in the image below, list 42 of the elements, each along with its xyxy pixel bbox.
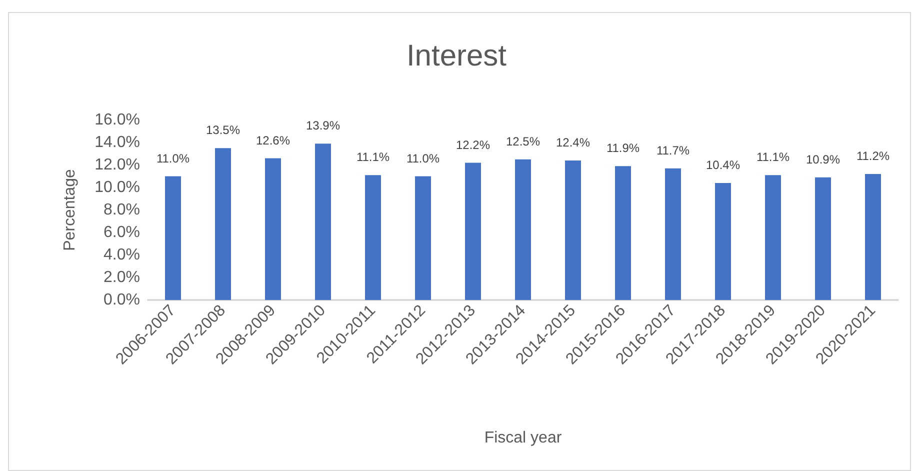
bar bbox=[365, 175, 381, 300]
data-label: 11.0% bbox=[406, 151, 440, 166]
y-tick-label: 2.0% bbox=[104, 269, 140, 286]
x-axis-title: Fiscal year bbox=[484, 430, 562, 446]
bar bbox=[465, 162, 481, 300]
bar bbox=[215, 148, 231, 300]
bar bbox=[165, 176, 181, 300]
data-label: 12.2% bbox=[456, 138, 490, 152]
data-label: 11.2% bbox=[856, 149, 890, 163]
y-tick-label: 14.0% bbox=[94, 134, 140, 151]
bar bbox=[415, 176, 431, 300]
y-tick-label: 12.0% bbox=[94, 156, 140, 174]
data-label: 10.4% bbox=[706, 158, 740, 172]
y-tick-label: 8.0% bbox=[104, 202, 140, 218]
data-label: 11.0% bbox=[156, 151, 190, 166]
bar bbox=[315, 144, 331, 300]
data-label: 13.5% bbox=[206, 123, 240, 138]
y-tick-label: 4.0% bbox=[104, 246, 140, 264]
bar bbox=[515, 159, 531, 300]
data-label: 12.4% bbox=[556, 136, 590, 150]
bar bbox=[865, 174, 881, 300]
chart-title: Interest bbox=[406, 40, 508, 72]
data-label: 12.5% bbox=[506, 134, 540, 148]
bar bbox=[565, 160, 581, 300]
bar bbox=[815, 177, 831, 300]
data-label: 13.9% bbox=[306, 118, 340, 133]
data-label: 11.7% bbox=[656, 143, 690, 158]
data-label: 11.9% bbox=[606, 141, 640, 156]
bar bbox=[615, 166, 631, 300]
y-axis-title: Percentage bbox=[62, 168, 78, 251]
y-tick-label: 10.0% bbox=[94, 179, 140, 196]
bar bbox=[765, 175, 781, 300]
y-tick-label: 6.0% bbox=[104, 224, 140, 241]
bar bbox=[715, 183, 731, 300]
y-tick-label: 16.0% bbox=[94, 112, 140, 128]
bar bbox=[665, 168, 681, 300]
bar bbox=[265, 158, 281, 300]
y-tick-label: 0.0% bbox=[104, 292, 140, 308]
data-label: 12.6% bbox=[256, 133, 290, 148]
data-label: 10.9% bbox=[806, 152, 840, 166]
data-label: 11.1% bbox=[356, 150, 390, 164]
data-label: 11.1% bbox=[756, 150, 790, 164]
